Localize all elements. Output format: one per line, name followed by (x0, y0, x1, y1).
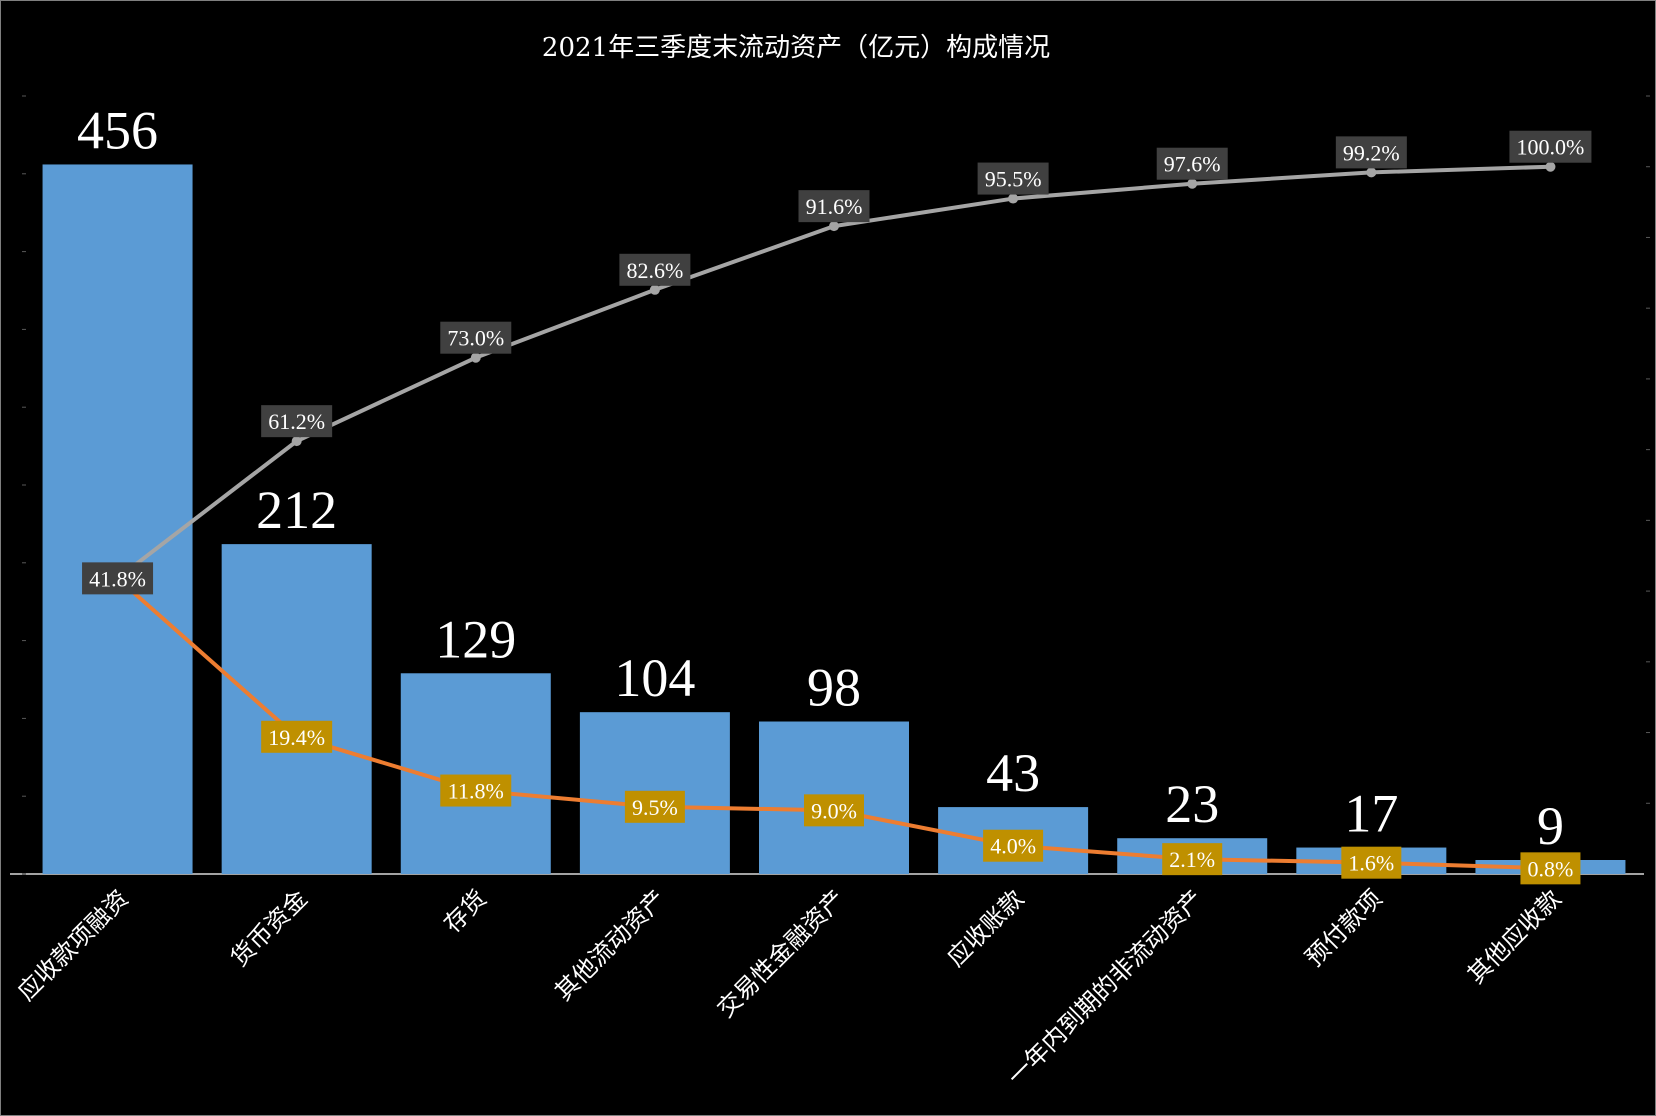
cumulative-label: 99.2% (1343, 140, 1400, 165)
share-label: 11.8% (448, 779, 504, 804)
cumulative-label: 100.0% (1517, 135, 1585, 160)
bar-value-label: 98 (807, 658, 861, 718)
cumulative-label: 73.0% (447, 326, 504, 351)
cumulative-label-box (977, 162, 1049, 195)
cumulative-label: 97.6% (1164, 152, 1221, 177)
bar-value-label: 456 (77, 100, 158, 160)
share-label: 9.0% (811, 798, 857, 823)
share-label-box (1162, 843, 1223, 876)
chart-title: 2021年三季度末流动资产（亿元）构成情况 (542, 33, 1050, 63)
cumulative-label-box (619, 253, 691, 286)
cumulative-label: 91.6% (806, 194, 863, 219)
share-label-box (82, 562, 154, 595)
share-label-box (261, 720, 333, 753)
share-label: 19.4% (268, 725, 325, 750)
cumulative-label-box (1156, 147, 1228, 180)
cumulative-label-box (261, 405, 333, 438)
share-label: 1.6% (1348, 851, 1394, 876)
share-label: 0.8% (1528, 856, 1574, 881)
cumulative-point (1545, 161, 1556, 172)
cumulative-point (1187, 178, 1198, 189)
share-label-box (624, 790, 685, 823)
cumulative-label-box (440, 321, 512, 354)
share-label-box (983, 829, 1044, 862)
bar-value-label: 23 (1165, 774, 1219, 834)
share-label-box (1341, 846, 1402, 879)
share-label: 9.5% (632, 795, 678, 820)
bar-value-label: 9 (1537, 796, 1564, 856)
share-label: 41.8% (89, 566, 146, 591)
share-label: 2.1% (1169, 847, 1215, 872)
bar-value-label: 17 (1344, 784, 1398, 844)
share-label-box (1520, 852, 1581, 885)
cumulative-label: 95.5% (985, 167, 1042, 192)
cumulative-label-box (1335, 136, 1407, 169)
bar-value-label: 104 (614, 648, 695, 708)
cumulative-point (1366, 167, 1377, 178)
bar-value-label: 212 (256, 480, 337, 540)
cumulative-point (291, 436, 302, 447)
bar-value-label: 129 (435, 609, 516, 669)
cumulative-label: 61.2% (268, 409, 325, 434)
share-label-box (804, 794, 864, 827)
bar (42, 164, 193, 875)
cumulative-label-box (1509, 130, 1592, 163)
share-label-box (440, 774, 512, 807)
cumulative-point (470, 352, 481, 363)
cumulative-label-box (798, 190, 870, 223)
cumulative-point (829, 221, 839, 232)
cumulative-label: 82.6% (626, 258, 683, 283)
cumulative-point (1008, 193, 1019, 204)
share-label: 4.0% (990, 834, 1036, 859)
cumulative-point (649, 284, 660, 295)
bar (221, 544, 372, 874)
bar-value-label: 43 (986, 743, 1040, 803)
